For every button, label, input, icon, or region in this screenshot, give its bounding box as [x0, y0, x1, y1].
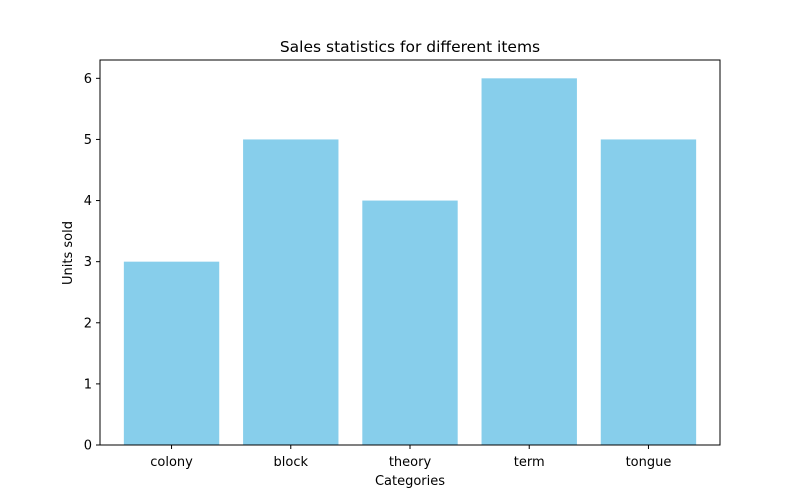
bars-group	[123, 78, 697, 445]
y-tick-label: 1	[84, 377, 92, 392]
x-tick-label: theory	[389, 455, 432, 470]
y-tick-label: 4	[84, 194, 92, 209]
bar-block	[243, 139, 339, 445]
y-axis: 0 1 2 3 4 5 6	[84, 72, 100, 454]
bar-tongue	[600, 139, 697, 445]
x-tick-label: term	[514, 455, 545, 470]
x-tick-label: block	[274, 455, 309, 470]
y-tick-label: 6	[84, 72, 92, 87]
bar-colony	[123, 261, 220, 445]
y-tick-label: 5	[84, 133, 92, 148]
x-axis-label: Categories	[375, 474, 445, 489]
y-tick-label: 0	[84, 439, 92, 454]
y-tick-label: 3	[84, 255, 92, 270]
x-axis: colony block theory term tongue	[150, 445, 671, 470]
x-tick-label: tongue	[626, 455, 672, 470]
bar-theory	[362, 200, 458, 445]
bar-term	[481, 78, 577, 445]
chart-title: Sales statistics for different items	[280, 38, 540, 56]
plot-frame	[99, 59, 721, 446]
y-tick-label: 2	[84, 316, 92, 331]
y-axis-label: Units sold	[61, 221, 76, 285]
x-tick-label: colony	[150, 455, 193, 470]
